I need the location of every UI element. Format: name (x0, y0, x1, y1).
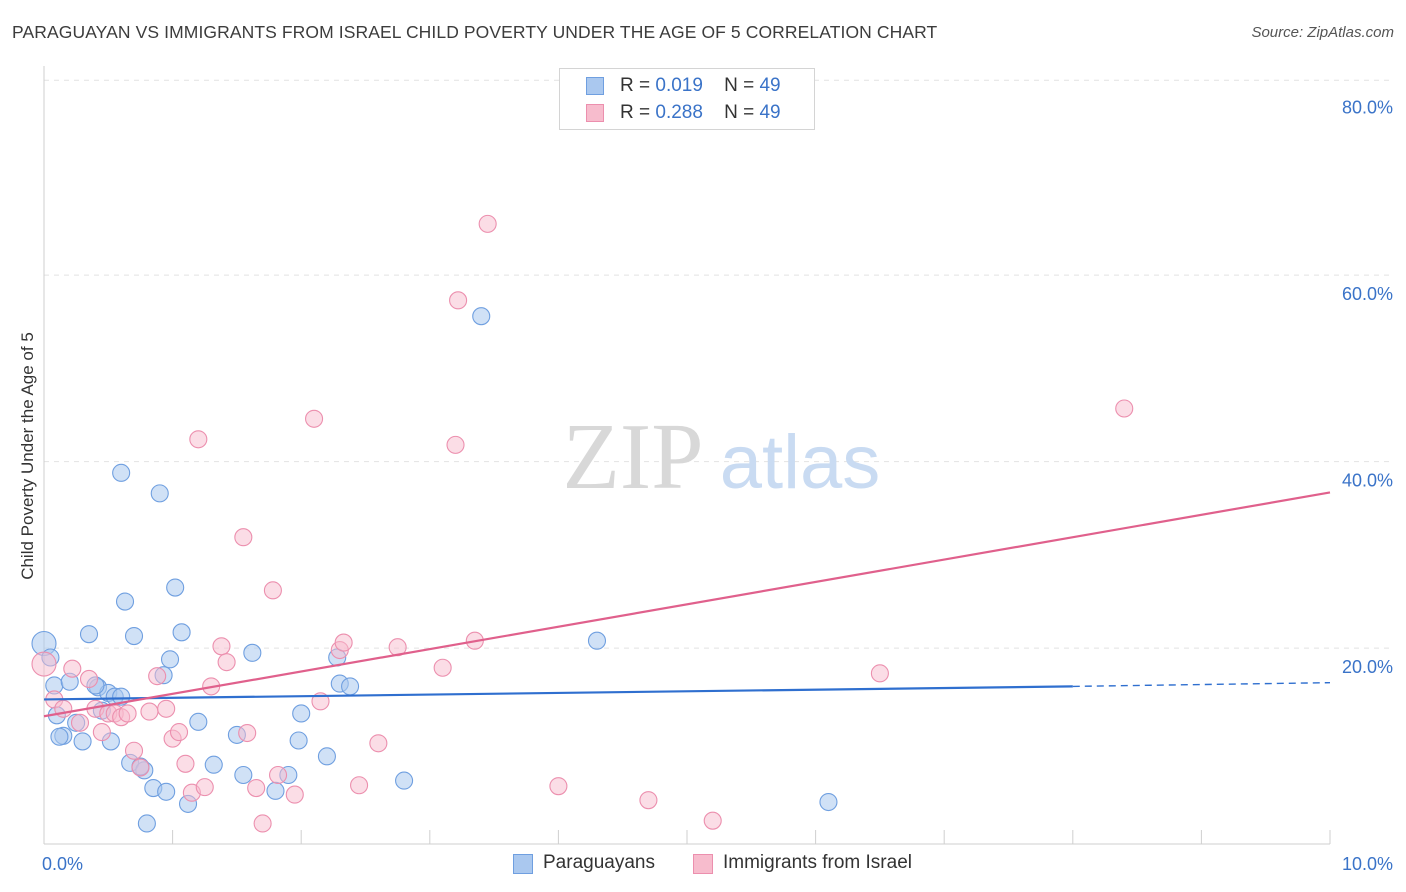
point-israel (253, 814, 272, 833)
point-israel (70, 713, 90, 732)
point-israel (176, 754, 195, 773)
point-israel (79, 669, 99, 688)
chart-title: PARAGUAYAN VS IMMIGRANTS FROM ISRAEL CHI… (12, 22, 938, 42)
point-israel (446, 435, 465, 454)
point-israel (195, 778, 214, 797)
trend-line-paraguayans-extension (1072, 681, 1331, 688)
point-israel (305, 409, 324, 428)
point-paraguayans (819, 792, 838, 812)
tick-labels: 20.0% 40.0% 60.0% 80.0% 0.0% 10.0% (42, 98, 1393, 874)
point-israel (124, 741, 144, 760)
point-israel (169, 723, 189, 742)
trend-line-paraguayans (43, 685, 1073, 701)
n-label: N = (724, 102, 755, 123)
point-paraguayans (243, 643, 262, 662)
point-israel (549, 777, 568, 796)
point-israel (31, 651, 57, 677)
n-value: 49 (759, 75, 781, 96)
r-value: 0.288 (655, 102, 703, 123)
trend-line-israel (43, 491, 1331, 718)
r-label: R = (620, 102, 651, 123)
point-israel (639, 791, 658, 810)
point-paraguayans (189, 712, 208, 731)
point-israel (433, 658, 452, 677)
point-paraguayans (160, 650, 180, 669)
point-paraguayans (137, 814, 156, 833)
watermark-atlas: atlas (720, 420, 881, 505)
point-paraguayans (587, 631, 607, 650)
point-paraguayans (472, 307, 491, 326)
point-israel (238, 723, 257, 743)
point-paraguayans (172, 623, 191, 642)
point-israel (189, 430, 208, 449)
point-paraguayans (124, 626, 144, 646)
point-paraguayans (204, 755, 223, 774)
point-israel (63, 659, 82, 678)
point-israel (247, 778, 266, 798)
point-israel (334, 633, 353, 652)
point-israel (263, 581, 282, 600)
point-paraguayans (292, 704, 311, 723)
x-tick-label: 10.0% (1342, 854, 1393, 874)
point-israel (449, 291, 468, 310)
point-paraguayans (341, 677, 360, 696)
point-israel (285, 785, 304, 804)
point-israel (369, 734, 388, 753)
r-value: 0.019 (655, 75, 703, 96)
y-tick-label: 20.0% (1342, 657, 1393, 677)
legend-label: Immigrants from Israel (723, 852, 912, 873)
point-paraguayans (112, 687, 131, 706)
n-value: 49 (759, 102, 781, 123)
point-israel (703, 811, 722, 830)
point-paraguayans (112, 463, 131, 482)
point-paraguayans (234, 765, 253, 785)
point-israel (870, 664, 889, 683)
point-paraguayans (150, 484, 169, 503)
trend-lines (43, 491, 1331, 718)
point-israel (157, 699, 176, 718)
point-paraguayans (73, 732, 92, 751)
source-credit: Source: ZipAtlas.com (1251, 24, 1394, 41)
point-paraguayans (79, 625, 99, 644)
y-tick-label: 40.0% (1342, 471, 1393, 491)
axes (43, 66, 1331, 845)
point-israel (350, 776, 369, 795)
point-paraguayans (289, 731, 308, 750)
y-axis-label: Child Poverty Under the Age of 5 (18, 332, 37, 580)
point-israel (118, 704, 137, 723)
point-israel (217, 653, 236, 672)
point-paraguayans (50, 727, 69, 746)
point-paraguayans (157, 782, 176, 801)
point-israel (140, 702, 159, 721)
point-paraguayans (395, 771, 414, 790)
legend-swatch-paraguayans (513, 854, 533, 874)
point-paraguayans (166, 578, 185, 597)
point-israel (148, 667, 167, 686)
r-label: R = (620, 75, 651, 96)
point-paraguayans (115, 592, 135, 611)
y-tick-label: 80.0% (1342, 98, 1393, 118)
legend-swatch-israel (693, 854, 713, 874)
point-israel (269, 765, 288, 785)
point-israel (234, 528, 253, 547)
point-paraguayans (317, 747, 336, 766)
point-israel (1115, 399, 1134, 418)
n-label: N = (724, 75, 755, 96)
point-israel (212, 637, 231, 656)
point-israel (131, 758, 150, 777)
x-tick-label: 0.0% (42, 854, 83, 874)
watermark-zip: ZIP (563, 405, 704, 509)
point-israel (478, 214, 497, 233)
legend-label: Paraguayans (543, 852, 655, 873)
point-paraguayans (266, 781, 285, 800)
data-points (31, 214, 1134, 833)
stats-box: R = 0.019 N = 49 R = 0.288 N = 49 (559, 68, 815, 130)
stats-swatch-israel (586, 104, 604, 122)
stats-swatch-paraguayans (586, 77, 604, 95)
watermark: ZIP atlas (563, 405, 881, 509)
point-israel (92, 723, 111, 742)
grid-lines (44, 79, 1392, 649)
y-tick-label: 60.0% (1342, 284, 1393, 304)
